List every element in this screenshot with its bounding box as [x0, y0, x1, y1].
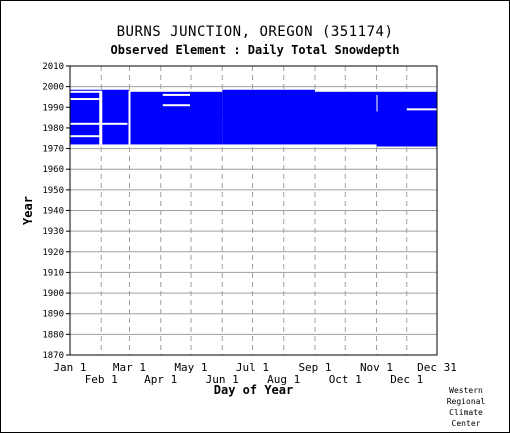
data-block [315, 91, 377, 145]
x-tick-label: Dec 31 [417, 361, 457, 374]
y-tick-label: 1970 [42, 145, 64, 155]
missing-line [162, 104, 190, 107]
x-tick-label: Feb 1 [85, 373, 118, 386]
y-tick-label: 1870 [42, 351, 64, 361]
chart-title: BURNS JUNCTION, OREGON (351174) [116, 24, 394, 40]
chart-subtitle: Observed Element : Daily Total Snowdepth [110, 43, 400, 57]
y-tick-label: 1950 [42, 186, 64, 196]
y-tick-label: 1980 [42, 124, 64, 134]
footer-line: Climate [449, 408, 483, 417]
missing-line [406, 108, 437, 111]
missing-line [70, 98, 102, 101]
x-tick-label: Apr 1 [144, 373, 177, 386]
y-tick-label: 1890 [42, 310, 64, 320]
x-tick-label: Mar 1 [113, 361, 146, 374]
y-tick-label: 2000 [42, 83, 64, 93]
footer-line: Center [451, 419, 481, 428]
x-tick-label: Dec 1 [390, 373, 423, 386]
x-tick-label: Sep 1 [298, 361, 331, 374]
x-tick-label: Oct 1 [329, 373, 362, 386]
missing-gap [99, 90, 103, 145]
missing-line [162, 93, 190, 96]
data-block [222, 89, 316, 145]
y-tick-label: 1900 [42, 289, 64, 299]
y-tick-label: 1880 [42, 330, 64, 340]
x-axis-label: Day of Year [214, 383, 293, 397]
footer-line: Regional [446, 397, 486, 406]
missing-gap [376, 94, 378, 112]
x-tick-label: Jul 1 [236, 361, 269, 374]
x-tick-label: Aug 1 [267, 373, 300, 386]
x-tick-label: Jun 1 [206, 373, 239, 386]
y-tick-label: 2010 [42, 62, 64, 72]
x-tick-label: Jan 1 [53, 361, 86, 374]
missing-line [70, 135, 102, 138]
missing-line [101, 122, 128, 125]
y-tick-label: 1910 [42, 268, 64, 278]
missing-line [70, 90, 102, 93]
data-block [376, 91, 437, 147]
data-block [129, 91, 223, 145]
y-tick-label: 1960 [42, 165, 64, 175]
y-tick-label: 1920 [42, 248, 64, 258]
x-tick-label: May 1 [174, 361, 207, 374]
missing-gap [128, 90, 131, 145]
y-tick-label: 1990 [42, 103, 64, 113]
y-tick-label: 1930 [42, 227, 64, 237]
y-tick-label: 1940 [42, 207, 64, 217]
footer-line: Western [449, 386, 483, 395]
missing-line [70, 122, 102, 125]
y-axis-label: Year [21, 196, 35, 225]
footer-credit: Western Regional Climate Center [436, 385, 496, 429]
x-tick-label: Nov 1 [360, 361, 393, 374]
